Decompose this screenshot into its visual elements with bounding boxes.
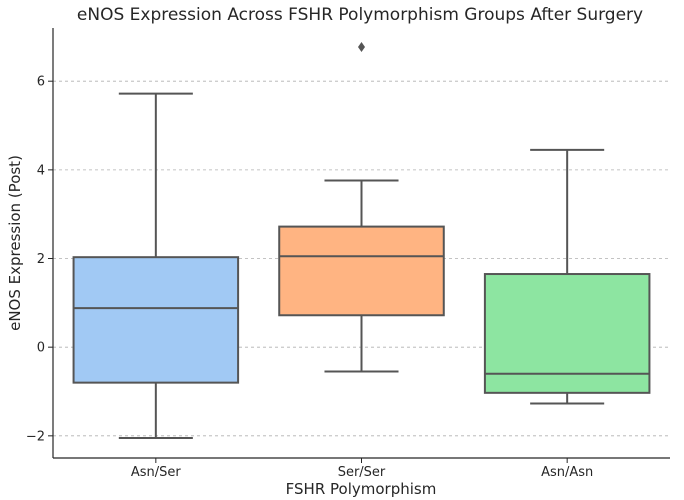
y-tick-label: 0	[37, 341, 45, 356]
x-ticks: Asn/Ser Ser/Ser Asn/Asn	[131, 458, 593, 480]
y-tick-label: −2	[26, 429, 45, 444]
x-tick-label: Ser/Ser	[338, 465, 386, 480]
box-rect	[72, 256, 240, 384]
x-tick-label: Asn/Asn	[541, 465, 593, 480]
box-ser-ser	[278, 42, 445, 373]
outlier-point	[358, 42, 365, 53]
box-rect	[278, 225, 445, 317]
y-ticks: −2 0 2 4 6	[26, 75, 53, 444]
chart-title: eNOS Expression Across FSHR Polymorphism…	[77, 5, 643, 25]
box-rect	[483, 273, 651, 394]
y-tick-label: 6	[37, 75, 45, 90]
y-tick-label: 2	[37, 252, 45, 267]
y-tick-label: 4	[37, 163, 45, 178]
x-tick-label: Asn/Ser	[131, 465, 182, 480]
y-axis-label: eNOS Expression (Post)	[6, 155, 24, 331]
box-asn-ser	[72, 92, 240, 440]
x-axis-label: FSHR Polymorphism	[286, 480, 437, 498]
box-asn-asn	[483, 148, 651, 405]
box-plots	[72, 42, 651, 440]
